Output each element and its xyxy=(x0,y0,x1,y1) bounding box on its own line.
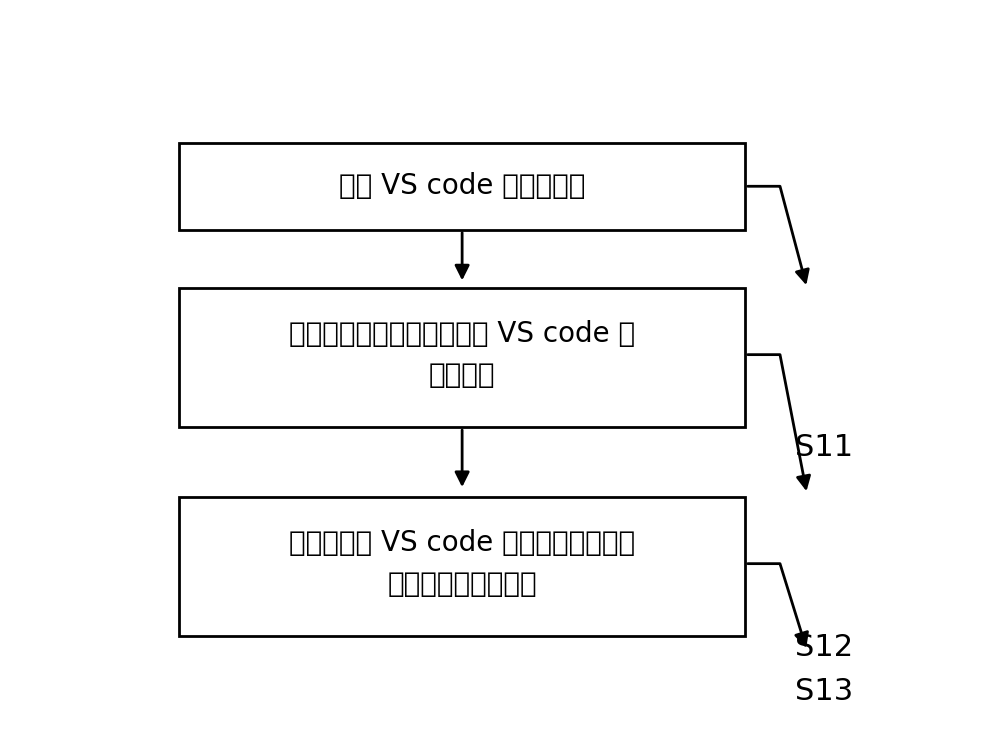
FancyArrowPatch shape xyxy=(748,354,810,488)
Text: 安装完成后，输入命令生成 VS code 生
成器代码: 安装完成后，输入命令生成 VS code 生 成器代码 xyxy=(289,320,635,389)
Text: S13: S13 xyxy=(795,677,854,706)
Text: S12: S12 xyxy=(795,633,854,662)
FancyBboxPatch shape xyxy=(179,143,745,230)
Text: S11: S11 xyxy=(795,433,854,462)
FancyArrowPatch shape xyxy=(748,186,808,282)
Text: 完成后打开 VS code 编辑器，调试运行
后生成所述扩展插件: 完成后打开 VS code 编辑器，调试运行 后生成所述扩展插件 xyxy=(289,529,635,598)
Text: 安装 VS code 插件脚手架: 安装 VS code 插件脚手架 xyxy=(339,172,585,201)
FancyBboxPatch shape xyxy=(179,497,745,636)
FancyBboxPatch shape xyxy=(179,288,745,428)
FancyArrowPatch shape xyxy=(748,564,807,645)
